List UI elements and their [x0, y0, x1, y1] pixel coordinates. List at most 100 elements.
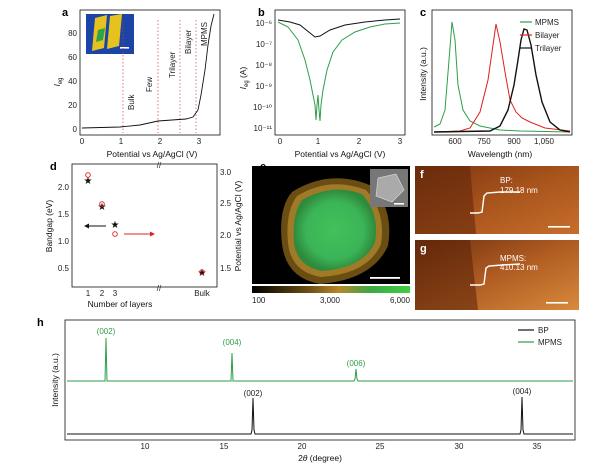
- potential-point-2: [99, 201, 105, 207]
- legend-mpms: MPMS: [538, 338, 562, 347]
- panel-c-ylabel: Intensity (a.u.): [418, 47, 428, 101]
- f-scalebar: [548, 226, 570, 228]
- panel-h-label: h: [37, 317, 44, 329]
- afm-f-annotation-1: BP:: [500, 176, 513, 185]
- panel-b-xticks: 0 1 2 3: [278, 137, 403, 146]
- panel-c-mpms-curve: [433, 21, 571, 133]
- xtick: 35: [533, 442, 542, 451]
- legend-mpms: MPMS: [535, 18, 559, 27]
- ytick-left: 1.0: [58, 237, 70, 246]
- ylabel-sub: eg: [244, 80, 250, 87]
- panel-a-ylabel: Ieg: [52, 77, 64, 86]
- xtick: 750: [477, 137, 491, 146]
- panel-a-curve: [81, 13, 215, 129]
- axis-break-bottom: //: [157, 284, 162, 293]
- potential-point-1: [85, 172, 91, 178]
- mpms-trace: [67, 337, 573, 382]
- panel-d-xlabel: Number of layers: [88, 299, 153, 309]
- panel-b-label: b: [258, 7, 265, 19]
- panel-b-xlabel: Potential vs Ag/AgCl (V): [295, 149, 386, 159]
- ytick: 10⁻⁶: [256, 19, 272, 28]
- xtick: 20: [298, 442, 307, 451]
- ytick-right: 2.0: [220, 231, 232, 240]
- xtick: 900: [507, 137, 521, 146]
- panel-c: c MPMS Bilayer Trilayer 600 750 900 1,05…: [418, 7, 573, 159]
- ytick: 0: [73, 125, 78, 134]
- legend-trilayer: Trilayer: [535, 44, 562, 53]
- panel-a: a Bulk Few Trilayer Bilayer MPMS 0 1 2 3: [52, 7, 221, 159]
- xtick: 2: [158, 137, 163, 146]
- xtick: 2: [357, 137, 362, 146]
- ytick-left: 0.5: [58, 264, 70, 273]
- xtick: 1: [316, 137, 321, 146]
- panel-c-frame: [431, 9, 573, 136]
- potential-point-bulk: [199, 269, 205, 275]
- xtick: 1: [119, 137, 124, 146]
- panel-a-inset-photo: [86, 14, 134, 54]
- panel-d-xticks: 1 2 3 Bulk: [86, 289, 211, 298]
- panel-f-label: f: [420, 169, 424, 181]
- bandgap-point-2: ★: [98, 202, 107, 213]
- region-mpms: MPMS: [200, 22, 209, 46]
- panel-b-frame: [274, 9, 406, 136]
- legend-bp: BP: [538, 326, 549, 335]
- region-bulk: Bulk: [127, 93, 136, 110]
- xlabel-main: 2: [298, 453, 303, 463]
- xtick: 30: [455, 442, 464, 451]
- panel-h-xticks: 10 15 20 25 30 35: [141, 442, 542, 451]
- xtick: 3: [113, 289, 118, 298]
- axis-break-top: //: [157, 161, 162, 170]
- panel-a-region-lines: [122, 20, 197, 133]
- potential-point-3: [112, 231, 118, 237]
- arrow-right-head: [150, 231, 155, 237]
- panel-a-xticks: 0 1 2 3: [80, 137, 202, 146]
- panel-d-label: d: [50, 161, 57, 173]
- bp-peak-label: (002): [244, 389, 263, 398]
- bandgap-points: ★ ★ ★ ★: [84, 176, 207, 279]
- panel-c-trilayer-curve: [433, 28, 571, 133]
- panel-a-frame: [79, 9, 221, 136]
- panel-b-green-curve: [277, 21, 401, 122]
- ytick: 10⁻⁹: [255, 82, 272, 91]
- legend-bilayer: Bilayer: [535, 31, 560, 40]
- panel-d-yticks-left: 0.5 1.0 1.5 2.0: [58, 183, 70, 273]
- panel-b-ylabel: Ieg (A): [238, 66, 250, 89]
- ytick-left: 2.0: [58, 183, 70, 192]
- panel-e: e 100 3,000 6,000: [252, 161, 411, 305]
- xlabel-unit: (degree): [307, 453, 342, 463]
- flake-core: [293, 189, 377, 271]
- g-scalebar: [546, 302, 568, 304]
- ytick-right: 2.5: [220, 199, 232, 208]
- ytick-right: 3.0: [220, 168, 232, 177]
- xtick: 25: [376, 442, 385, 451]
- panel-h: h (002) (004) (006) (002) (004) BP MPMS …: [37, 317, 576, 463]
- ylabel-main: I: [238, 86, 248, 89]
- xlabel-theta: θ: [303, 453, 308, 463]
- ylabel-main: I: [52, 84, 62, 87]
- sem-scalebar: [394, 203, 404, 205]
- afm-g-profile: [470, 263, 521, 286]
- panel-b-black-curve: [277, 18, 401, 38]
- xtick: 1,050: [534, 137, 555, 146]
- afm-g-annotation-2: 410.13 nm: [500, 263, 538, 272]
- xtick: 0: [80, 137, 85, 146]
- ytick: 20: [68, 101, 77, 110]
- panel-a-label: a: [62, 7, 69, 19]
- e-scalebar: [370, 277, 400, 279]
- sem-flake: [375, 173, 405, 203]
- panel-h-xlabel: 2θ (degree): [298, 453, 342, 463]
- region-bilayer: Bilayer: [184, 29, 193, 54]
- xtick: Bulk: [194, 289, 211, 298]
- panel-a-yticks: 0 20 40 60 80: [68, 29, 77, 134]
- panel-c-xticks: 600 750 900 1,050: [448, 137, 554, 146]
- bp-trace: [67, 396, 573, 435]
- xtick: 15: [220, 442, 229, 451]
- ytick: 10⁻⁷: [256, 40, 272, 49]
- bp-peak-label: (004): [513, 387, 532, 396]
- colorbar-tick: 100: [252, 296, 266, 305]
- afm-g-annotation-1: MPMS:: [500, 254, 526, 263]
- panel-h-frame: [64, 319, 576, 441]
- panel-b-yticks: 10⁻¹¹ 10⁻¹⁰ 10⁻⁹ 10⁻⁸ 10⁻⁷ 10⁻⁶: [253, 19, 272, 133]
- mpms-peak-label: (006): [347, 359, 366, 368]
